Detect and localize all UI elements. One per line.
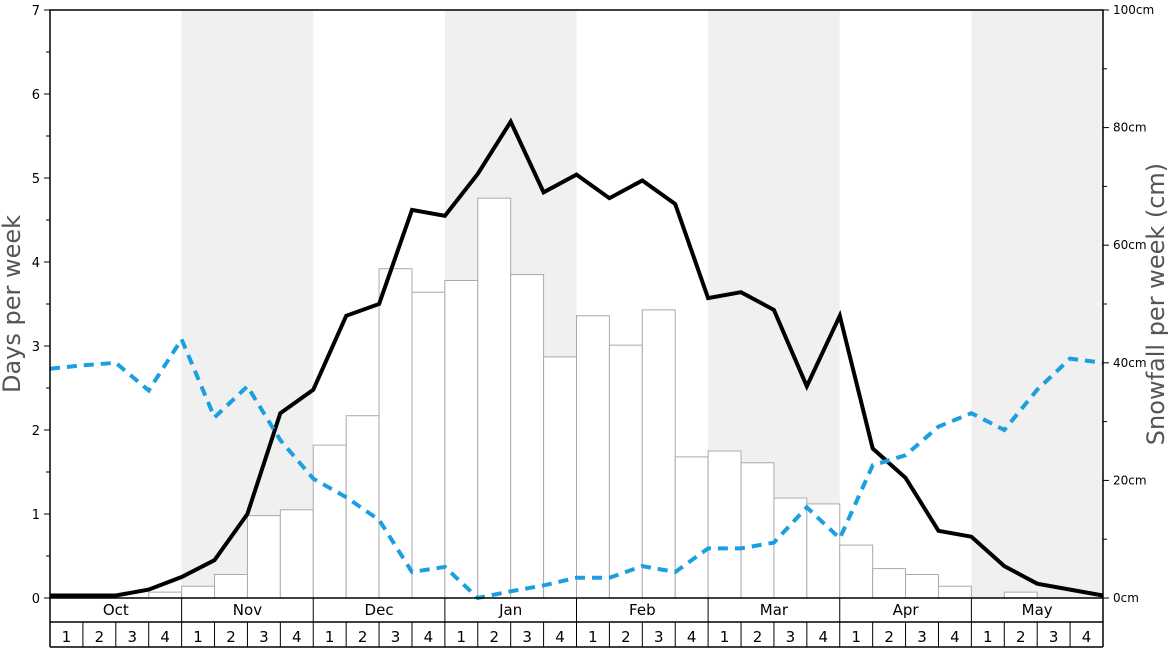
- right-tick-label: 100cm: [1113, 3, 1154, 17]
- month-label-oct: Oct: [103, 601, 129, 619]
- week-label: 3: [259, 628, 269, 646]
- week-label: 3: [1049, 628, 1059, 646]
- week-label: 4: [1082, 628, 1092, 646]
- snowfall-bar: [641, 309, 676, 599]
- right-tick-label: 60cm: [1113, 238, 1147, 252]
- week-label: 3: [522, 628, 532, 646]
- week-label: 4: [819, 628, 829, 646]
- week-label: 3: [654, 628, 664, 646]
- snowfall-bar: [543, 356, 577, 599]
- right-tick-label: 80cm: [1113, 121, 1147, 135]
- month-label-may: May: [1022, 601, 1053, 619]
- snowfall-bar: [576, 315, 610, 599]
- snowfall-bar: [674, 456, 709, 599]
- week-label: 4: [950, 628, 960, 646]
- snowfall-bars: [148, 197, 1038, 599]
- week-label: 3: [127, 628, 137, 646]
- week-label: 1: [983, 628, 993, 646]
- left-tick-label: 0: [32, 592, 40, 607]
- axes-layer: 0 1 2 3 4 5 6 7 0cm 20cm 40cm 60cm 80cm 100cm Oct 1 2 3 4 N…: [32, 3, 1154, 648]
- dashed-series-line: [49, 335, 1104, 601]
- week-label: 1: [325, 628, 335, 646]
- snowfall-bar: [905, 573, 939, 599]
- lines-layer: [49, 117, 1104, 601]
- week-label: 4: [424, 628, 434, 646]
- snowfall-bar: [707, 450, 742, 599]
- left-tick-label: 7: [32, 4, 40, 19]
- snowfall-bar: [246, 515, 281, 599]
- week-label: 2: [95, 628, 105, 646]
- snowfall-bar: [444, 279, 479, 599]
- right-tick-label: 0cm: [1113, 591, 1139, 605]
- week-label: 2: [1016, 628, 1026, 646]
- month-label-nov: Nov: [233, 601, 262, 619]
- month-band-nov: [181, 10, 314, 598]
- snow-days-line: [50, 117, 1104, 598]
- left-tick-label: 5: [32, 172, 40, 187]
- snowfall-bar: [1003, 591, 1038, 599]
- right-tick-label: 20cm: [1113, 473, 1147, 487]
- snowfall-bar: [279, 509, 314, 599]
- month-label-mar: Mar: [760, 601, 789, 619]
- week-label: 2: [753, 628, 763, 646]
- snowfall-bar: [181, 585, 216, 599]
- week-label: 1: [851, 628, 861, 646]
- week-label: 3: [391, 628, 401, 646]
- month-label-apr: Apr: [893, 601, 920, 619]
- week-label: 1: [62, 628, 72, 646]
- week-label: 4: [687, 628, 697, 646]
- week-label: 3: [786, 628, 796, 646]
- snowfall-bar: [477, 197, 512, 599]
- snowfall-bar: [214, 573, 248, 599]
- snowfall-bar: [806, 503, 841, 599]
- snowfall-bar: [345, 415, 380, 599]
- month-label-dec: Dec: [365, 601, 394, 619]
- snowfall-bar: [839, 544, 874, 599]
- month-label-jan: Jan: [498, 601, 522, 619]
- snowfall-bar: [937, 585, 972, 599]
- week-label: 1: [588, 628, 598, 646]
- snowfall-bar: [411, 291, 446, 599]
- right-axis-title: Snowfall per week (cm): [1142, 163, 1168, 445]
- week-label: 2: [884, 628, 894, 646]
- right-tick-label: 40cm: [1113, 356, 1147, 370]
- snowfall-bar: [740, 462, 775, 599]
- week-label: 2: [489, 628, 499, 646]
- snowfall-bar: [608, 344, 643, 599]
- week-label: 1: [720, 628, 730, 646]
- snowfall-bar: [378, 268, 413, 599]
- week-label: 1: [457, 628, 467, 646]
- left-tick-label: 6: [32, 88, 40, 103]
- week-label: 4: [292, 628, 302, 646]
- month-band-may: [971, 10, 1103, 598]
- left-axis-title: Days per week: [0, 215, 26, 393]
- left-tick-label: 3: [32, 340, 40, 355]
- snowfall-bar: [312, 444, 347, 599]
- week-label: 3: [917, 628, 927, 646]
- left-tick-label: 2: [32, 424, 40, 439]
- snowfall-bar: [148, 591, 183, 599]
- left-tick-label: 1: [32, 508, 40, 523]
- week-label: 4: [555, 628, 565, 646]
- week-label: 1: [193, 628, 203, 646]
- left-tick-label: 4: [32, 256, 40, 271]
- snowfall-bar: [872, 568, 907, 599]
- week-label: 2: [226, 628, 236, 646]
- week-label: 4: [160, 628, 170, 646]
- week-label: 2: [358, 628, 368, 646]
- week-label: 2: [621, 628, 631, 646]
- month-label-feb: Feb: [629, 601, 656, 619]
- snowfall-bar: [773, 497, 808, 599]
- snowfall-bar: [510, 274, 545, 599]
